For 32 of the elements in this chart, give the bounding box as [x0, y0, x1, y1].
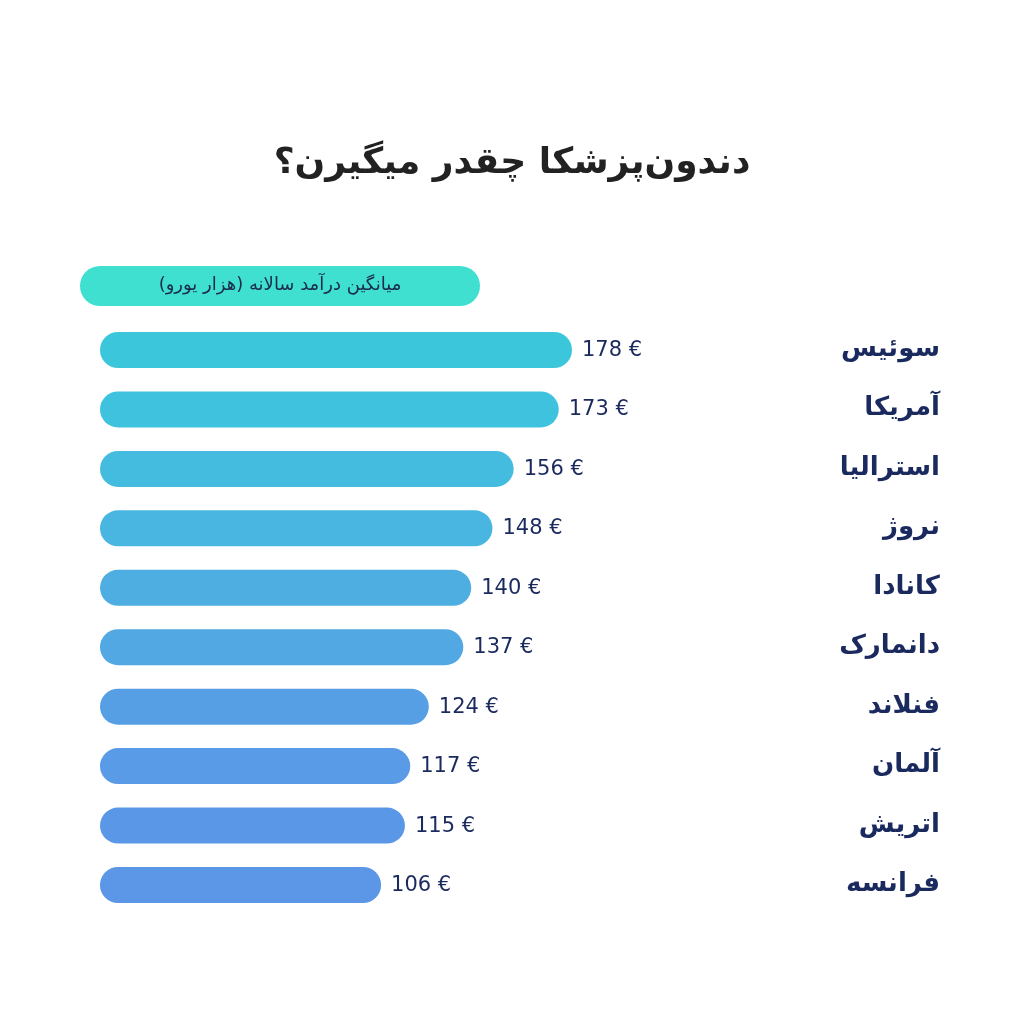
data-label: 137 €: [473, 634, 534, 659]
y-tick-label: فنلاند: [867, 688, 940, 719]
data-label: 140 €: [481, 574, 542, 599]
bar: [100, 450, 514, 487]
y-tick-label: فرانسه: [845, 867, 940, 897]
data-label: 106 €: [391, 872, 452, 896]
bar: [100, 688, 429, 725]
data-label: 117 €: [420, 753, 481, 778]
y-tick-label: اتریش: [858, 807, 940, 838]
data-label: 115 €: [414, 812, 476, 837]
data-label: 124 €: [438, 693, 499, 718]
chart-subtitle: میانگین درآمد سالانه (هزار یورو): [157, 273, 403, 294]
y-tick-label: استرالیا: [839, 450, 940, 481]
data-label: 173 €: [568, 396, 629, 421]
y-tick-label: آلمان: [871, 748, 940, 779]
y-tick-label: دانمارک: [839, 629, 940, 660]
bar: [100, 391, 559, 428]
y-tick-label: نروژ: [882, 510, 940, 541]
bar: [100, 332, 572, 368]
data-label: 178 €: [582, 337, 643, 361]
data-label: 156 €: [523, 455, 584, 480]
data-label: 148 €: [502, 515, 563, 540]
bar: [100, 807, 405, 844]
y-tick-label: کانادا: [873, 569, 940, 600]
y-tick-label: آمریکا: [864, 391, 940, 422]
chart-title: دندون‌پزشکا چقدر میگیرن؟: [272, 140, 752, 181]
bar: [100, 867, 382, 903]
bar: [100, 510, 493, 547]
y-tick-label: سوئیس: [841, 332, 940, 362]
bar: [100, 748, 411, 785]
bar: [100, 569, 472, 606]
bar: [100, 629, 464, 666]
